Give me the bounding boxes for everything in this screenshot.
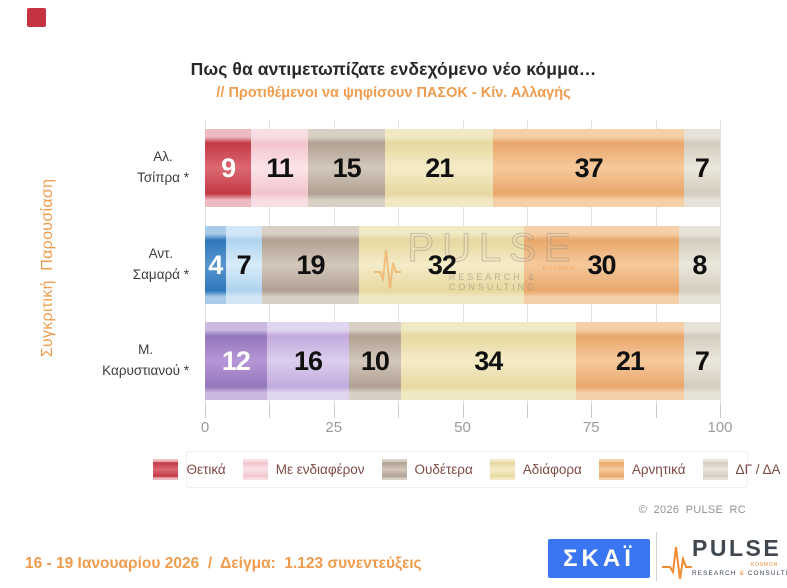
axis-tick-label: 50 [454, 419, 471, 436]
legend-label: Ουδέτερα [414, 462, 473, 477]
legend-swatch [153, 459, 179, 480]
axis-tick-label: 0 [200, 419, 210, 436]
bar-segment: 21 [385, 129, 494, 207]
bar-row: 9 11 15 21 37 7 [205, 129, 720, 207]
bar-segment: 16 [266, 322, 350, 400]
bar-segment: 30 [524, 226, 679, 304]
bar-segment: 15 [307, 129, 386, 207]
category-label: Αντ. Σαμαρά * [30, 226, 197, 304]
bar-segment: 4 [205, 226, 226, 304]
segment-value: 15 [332, 153, 362, 183]
bar-segment: 11 [251, 129, 308, 207]
legend-swatch [489, 459, 515, 480]
axis-tick-label: 75 [582, 419, 600, 436]
pulse-logo: PULSE KOSMON RESEARCH & CONSULTING [662, 531, 787, 583]
bar-segment: 32 [359, 226, 525, 304]
pulse-ampersand: & [739, 570, 745, 577]
legend-swatch [598, 459, 624, 480]
axis-tick-label: 100 [707, 419, 733, 436]
bar-segment: 19 [261, 226, 360, 304]
segment-value: 37 [574, 153, 604, 183]
chart-subtitle: // Προτιθέμενοι να ψηφίσουν ΠΑΣΟΚ - Κίν.… [216, 85, 571, 101]
axis-tick [333, 405, 335, 418]
bar-row: 4 7 19 32 30 8 [205, 226, 720, 304]
segment-value: 12 [221, 346, 251, 376]
legend: Θετικά Με ενδιαφέρον Ουδέτερα Αδιάφορα Αρνητ… [153, 451, 781, 488]
bar-row: 12 16 10 34 21 7 [205, 322, 720, 400]
legend-item: Με ενδιαφέρον [242, 459, 365, 480]
segment-value: 10 [360, 346, 390, 376]
legend-label: Θετικά [186, 462, 226, 477]
axis-tick [462, 405, 464, 418]
pulse-ecg-icon [662, 541, 692, 588]
category-label-text: Μ. Καρυστιανού * [102, 342, 189, 378]
legend-item: ΔΓ / ΔΑ [702, 459, 781, 480]
segment-value: 7 [236, 250, 252, 280]
bar-segment: 12 [205, 322, 267, 400]
legend-label: Αρνητικά [631, 462, 686, 477]
segment-value: 7 [694, 153, 710, 183]
pulse-logo-tag: KOSMON [750, 562, 778, 568]
logo-divider [656, 532, 657, 581]
segment-value: 21 [425, 153, 454, 183]
segment-value: 16 [293, 346, 323, 376]
bar-segment: 7 [683, 129, 720, 207]
skai-logo: ΣΚΑΪ [548, 539, 650, 578]
bar-segment: 9 [205, 129, 252, 207]
segment-value: 9 [221, 153, 236, 183]
legend-item: Ουδέτερα [381, 459, 473, 480]
axis-tick [655, 405, 657, 418]
pulse-logo-subtitle: RESEARCH & CONSULTING [692, 570, 787, 577]
legend-label: Με ενδιαφέρον [275, 462, 365, 477]
category-labels: Αλ. Τσίπρα * Αντ. Σαμαρά * Μ. Καρυστιανού * [30, 120, 197, 405]
category-label: Μ. Καρυστιανού * [30, 322, 197, 400]
segment-value: 32 [427, 250, 457, 280]
segment-value: 11 [266, 153, 294, 183]
category-label-text: Αντ. Σαμαρά * [132, 246, 189, 282]
bar-segment: 7 [225, 226, 262, 304]
bar-segment: 10 [349, 322, 401, 400]
footer-date-sample: 16 - 19 Ιανουαρίου 2026 / Δείγμα: 1.123 … [25, 555, 422, 572]
legend-item: Αδιάφορα [489, 459, 582, 480]
legend-item: Θετικά [153, 459, 226, 480]
segment-value: 7 [694, 346, 710, 376]
legend-label: ΔΓ / ΔΑ [735, 462, 781, 477]
bar-segment: 34 [400, 322, 576, 400]
axis-tick-label: 25 [325, 419, 343, 436]
segment-value: 34 [474, 346, 503, 376]
pulse-logo-word: PULSE [692, 535, 782, 561]
axis-tick [269, 405, 271, 418]
chart-title: Πως θα αντιμετωπίζατε ενδεχόμενο νέο κόμ… [190, 59, 597, 79]
axis-tick [205, 405, 206, 418]
legend-item: Αρνητικά [598, 459, 686, 480]
segment-value: 8 [692, 250, 707, 280]
x-axis-ticks [205, 405, 721, 418]
legend-swatch [702, 459, 728, 480]
copyright: © 2026 PULSE RC [638, 504, 746, 516]
axis-tick [398, 405, 400, 418]
axis-tick [591, 405, 593, 418]
axis-tick [526, 405, 528, 418]
bar-segment: 37 [493, 129, 684, 207]
segment-value: 19 [296, 250, 326, 280]
corner-accent-square [27, 8, 46, 27]
axis-tick [720, 405, 721, 418]
grid-line [720, 120, 721, 405]
legend-label: Αδιάφορα [522, 462, 582, 477]
segment-value: 21 [615, 346, 645, 376]
category-label: Αλ. Τσίπρα * [30, 129, 197, 207]
bar-segment: 8 [678, 226, 720, 304]
segment-value: 30 [587, 250, 617, 280]
x-axis-labels: 0 25 50 75 100 [201, 419, 733, 437]
category-label-text: Αλ. Τσίπρα * [137, 149, 189, 185]
legend-swatch [242, 459, 268, 480]
bar-segment: 7 [683, 322, 720, 400]
segment-value: 4 [208, 250, 223, 280]
bar-segment: 21 [575, 322, 684, 400]
legend-swatch [381, 459, 407, 480]
